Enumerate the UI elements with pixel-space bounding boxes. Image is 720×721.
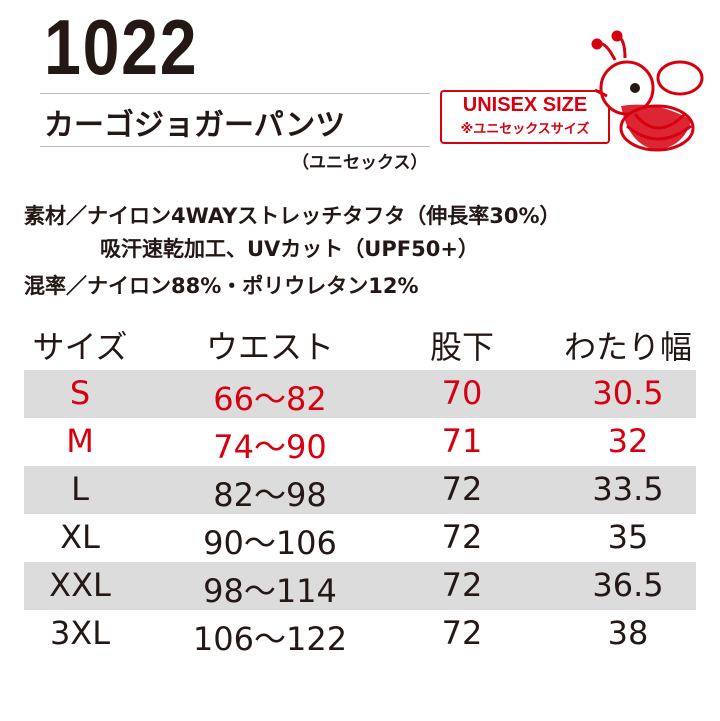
table-cell: 72 xyxy=(441,518,483,556)
badge-note: ※ユニセックスサイズ xyxy=(460,122,590,137)
column-header: わたり幅 xyxy=(563,328,693,366)
rule xyxy=(40,93,430,94)
table-cell: 72 xyxy=(441,470,483,508)
table-cell: 82〜98 xyxy=(213,476,327,514)
material-line: 吸汗速乾加工、UVカット（UPF50+） xyxy=(100,237,479,261)
table-cell: 36.5 xyxy=(592,566,664,604)
table-cell: 35 xyxy=(607,518,649,556)
subtitle: （ユニセックス） xyxy=(292,153,428,173)
table-cell: 66〜82 xyxy=(213,380,327,418)
table-cell: 72 xyxy=(441,566,483,604)
product-name: カーゴジョガーパンツ xyxy=(44,108,346,143)
badge-title: UNISEX SIZE xyxy=(462,94,588,116)
table-cell: 32 xyxy=(607,422,649,460)
material-line: 素材／ナイロン4WAYストレッチタフタ（伸長率30%） xyxy=(24,204,561,228)
table-cell: 71 xyxy=(441,422,483,460)
table-cell: XXL xyxy=(49,566,111,604)
table-cell: S xyxy=(69,374,91,412)
table-cell: 33.5 xyxy=(592,470,664,508)
column-header: 股下 xyxy=(429,328,495,366)
row-background xyxy=(24,466,696,514)
table-cell: 72 xyxy=(441,614,483,652)
table-cell: 70 xyxy=(441,374,483,412)
table-cell: M xyxy=(66,422,94,460)
row-background xyxy=(24,562,696,610)
column-header: ウエスト xyxy=(205,328,335,366)
table-cell: 30.5 xyxy=(592,374,664,412)
material-line: 混率／ナイロン88%・ポリウレタン12% xyxy=(24,274,419,298)
model-number: 1022 xyxy=(44,3,199,91)
table-cell: XL xyxy=(60,518,100,556)
table-cell: 74〜90 xyxy=(213,428,327,466)
row-background xyxy=(24,370,696,418)
table-cell: 106〜122 xyxy=(192,620,348,658)
table-cell: 38 xyxy=(607,614,649,652)
table-cell: 98〜114 xyxy=(203,572,337,610)
badge: UNISEX SIZE ※ユニセックスサイズ xyxy=(440,90,610,144)
rule xyxy=(40,146,430,147)
table-cell: 90〜106 xyxy=(203,524,337,562)
table-cell: 3XL xyxy=(49,614,111,652)
column-header: サイズ xyxy=(32,328,128,366)
bee-icon xyxy=(591,30,704,152)
table-cell: L xyxy=(71,470,89,508)
